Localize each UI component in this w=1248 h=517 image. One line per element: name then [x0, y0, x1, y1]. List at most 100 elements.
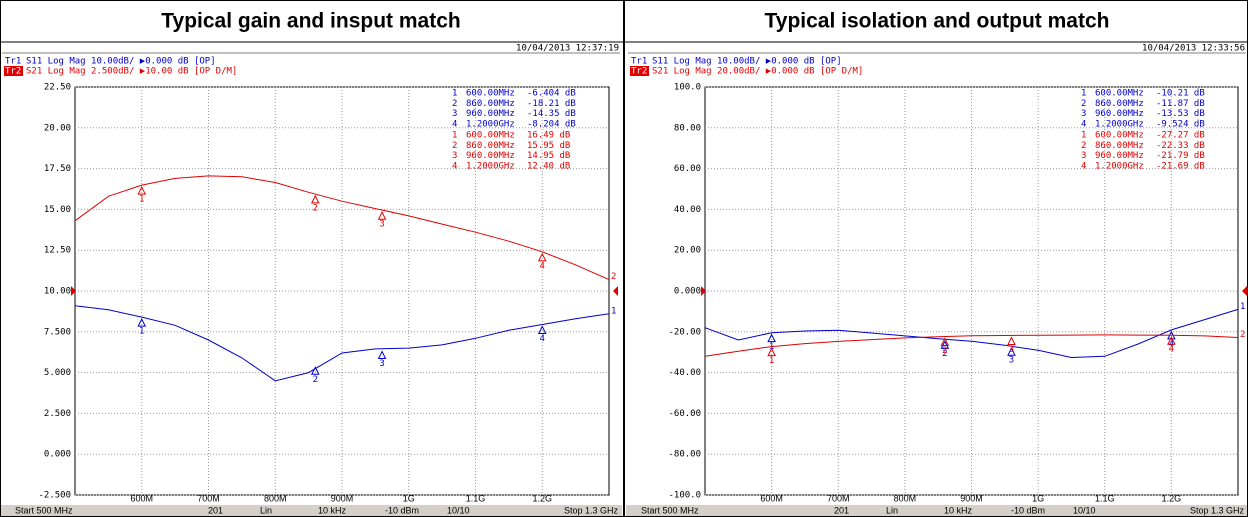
- marker-table-id: 2: [452, 99, 457, 109]
- marker: [137, 185, 147, 195]
- trace-header: S21 Log Mag 20.00dB/ ▶0.000 dB [OP D/M]: [652, 67, 863, 77]
- marker-table-id: 3: [452, 109, 457, 119]
- marker-table-freq: 1.2000GHz: [466, 119, 515, 129]
- x-tick-label: 700M: [197, 493, 220, 503]
- marker-number: 1: [769, 342, 774, 352]
- y-tick-label: -100.0: [668, 491, 701, 501]
- footer-text: Lin: [260, 505, 272, 515]
- x-tick-label: 600M: [760, 493, 783, 503]
- y-tick-label: 15.00: [44, 205, 71, 215]
- x-tick-label: 1.1G: [1095, 493, 1115, 503]
- marker-number: 2: [942, 346, 947, 356]
- marker-table-value: 16.49 dB: [527, 131, 570, 141]
- chart-title: Typical gain and insput match: [161, 10, 461, 33]
- marker-table-freq: 1.2000GHz: [1095, 161, 1144, 171]
- marker-table-id: 4: [1081, 161, 1086, 171]
- x-tick-label: 1.2G: [532, 493, 552, 503]
- marker: [377, 350, 387, 360]
- trace-end-label: 1: [611, 306, 616, 316]
- trace-header: S11 Log Mag 10.00dB/ ▶0.000 dB [OP]: [26, 57, 216, 67]
- marker-table-value: -9.524 dB: [1156, 119, 1205, 129]
- footer-text: 201: [208, 505, 223, 515]
- marker: [377, 211, 387, 220]
- marker-table-freq: 600.00MHz: [466, 89, 515, 99]
- marker-number: 2: [313, 203, 318, 213]
- y-tick-label: 12.50: [44, 246, 71, 256]
- marker-number: 4: [540, 334, 545, 344]
- marker: [767, 333, 776, 343]
- footer-text: -10 dBm: [1011, 505, 1045, 515]
- marker: [1167, 336, 1176, 345]
- marker-table-id: 3: [1081, 109, 1086, 119]
- footer-bar: [0, 505, 622, 517]
- marker-number: 2: [313, 375, 318, 385]
- y-tick-label: -2.500: [38, 491, 71, 501]
- ref-arrow: [71, 286, 76, 296]
- marker-table-value: -11.87 dB: [1156, 99, 1205, 109]
- marker-table-freq: 1.2000GHz: [466, 161, 515, 171]
- y-tick-label: 60.00: [674, 164, 701, 174]
- marker: [1007, 347, 1016, 356]
- trace-tag: Tr2: [5, 67, 21, 77]
- marker-table-value: 14.95 dB: [527, 151, 570, 161]
- marker-table-id: 3: [452, 151, 457, 161]
- marker-table-id: 2: [1081, 99, 1086, 109]
- marker-number: 1: [769, 356, 774, 366]
- marker-number: 4: [1169, 345, 1174, 355]
- footer-text: 201: [834, 505, 849, 515]
- trace-tag-box: [4, 66, 23, 76]
- x-tick-label: 800M: [894, 493, 917, 503]
- trace-end-label: 2: [1240, 330, 1245, 340]
- footer-text: Start 500 MHz: [641, 505, 699, 515]
- marker: [137, 318, 147, 327]
- footer-text: Stop 1.3 GHz: [1190, 505, 1245, 515]
- marker-table-value: -18.21 dB: [527, 99, 576, 109]
- marker-number: 4: [540, 261, 545, 271]
- y-tick-label: -80.00: [668, 450, 701, 460]
- y-tick-label: 40.00: [674, 205, 701, 215]
- trace-end-label: 2: [611, 272, 616, 282]
- trace-line: [74, 175, 610, 281]
- marker-number: 1: [139, 327, 144, 337]
- trace-end-label: 1: [1240, 302, 1245, 312]
- marker-table-id: 4: [452, 161, 457, 171]
- marker-table-freq: 960.00MHz: [1095, 151, 1144, 161]
- y-tick-label: 0.000: [44, 450, 71, 460]
- marker-table-value: 12.40 dB: [527, 161, 570, 171]
- marker: [1007, 336, 1016, 345]
- trace-tag-box: [630, 66, 649, 76]
- marker-number: 3: [1009, 345, 1014, 355]
- trace-line: [74, 305, 610, 382]
- x-tick-label: 1.1G: [466, 493, 486, 503]
- timestamp: 10/04/2013 12:33:56: [1142, 44, 1245, 54]
- marker-table-freq: 860.00MHz: [466, 141, 515, 151]
- marker: [537, 325, 547, 334]
- x-tick-label: 1G: [1032, 493, 1044, 503]
- marker-number: 3: [379, 220, 384, 230]
- marker-table-id: 1: [452, 89, 457, 99]
- marker-table-freq: 600.00MHz: [1095, 89, 1144, 99]
- marker-table-value: -13.53 dB: [1156, 109, 1205, 119]
- ref-arrow: [613, 286, 618, 296]
- marker: [310, 194, 320, 204]
- marker-table-id: 1: [1081, 131, 1086, 141]
- marker-table-freq: 860.00MHz: [466, 99, 515, 109]
- y-tick-label: -60.00: [668, 409, 701, 419]
- y-tick-label: 20.00: [674, 246, 701, 256]
- x-tick-label: 1G: [403, 493, 415, 503]
- y-tick-label: 0.000: [674, 287, 701, 297]
- trace-tag: Tr1: [631, 57, 647, 67]
- marker-table-value: 15.95 dB: [527, 141, 570, 151]
- trace-header: S21 Log Mag 2.500dB/ ▶10.00 dB [OP D/M]: [26, 67, 237, 77]
- y-tick-label: -40.00: [668, 368, 701, 378]
- trace-line: [704, 334, 1239, 357]
- y-tick-label: -20.00: [668, 327, 701, 337]
- marker-table-freq: 960.00MHz: [466, 151, 515, 161]
- x-tick-label: 600M: [130, 493, 153, 503]
- marker-table-freq: 860.00MHz: [1095, 99, 1144, 109]
- marker-table-value: -8.204 dB: [527, 119, 576, 129]
- y-tick-label: 80.00: [674, 123, 701, 133]
- marker: [537, 252, 547, 262]
- marker-table-id: 4: [1081, 119, 1086, 129]
- footer-bar: [626, 505, 1248, 517]
